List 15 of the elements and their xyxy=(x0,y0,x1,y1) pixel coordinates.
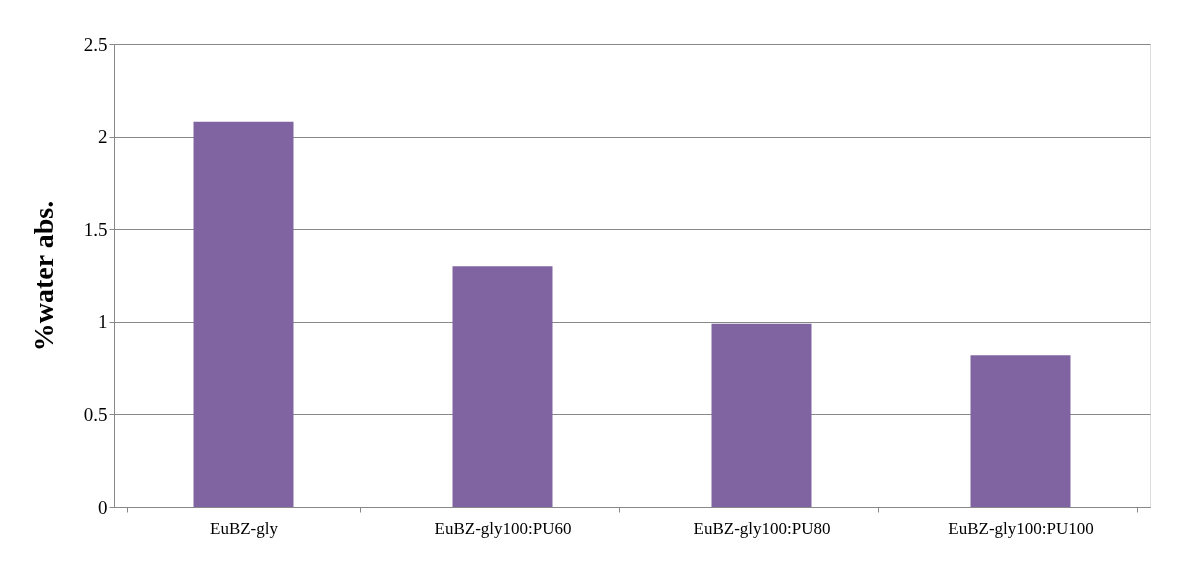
bar xyxy=(193,121,294,507)
x-tick-label: EuBZ-gly100:PU80 xyxy=(693,518,831,538)
y-tick-label: 2.5 xyxy=(83,33,108,55)
y-axis-title: %water abs. xyxy=(27,200,59,352)
y-tick-label: 0 xyxy=(98,496,108,518)
y-tick-label: 1.5 xyxy=(83,218,108,240)
y-tick-label: 0.5 xyxy=(83,403,108,425)
x-tick-label: EuBZ-gly100:PU100 xyxy=(948,518,1094,538)
bar xyxy=(711,323,812,507)
y-tick-label: 1 xyxy=(98,311,108,333)
x-tick-label: EuBZ-gly xyxy=(210,518,279,538)
bar xyxy=(452,266,553,507)
x-tick-label: EuBZ-gly100:PU60 xyxy=(434,518,572,538)
bar xyxy=(970,355,1071,507)
y-tick-label: 2 xyxy=(98,126,108,148)
